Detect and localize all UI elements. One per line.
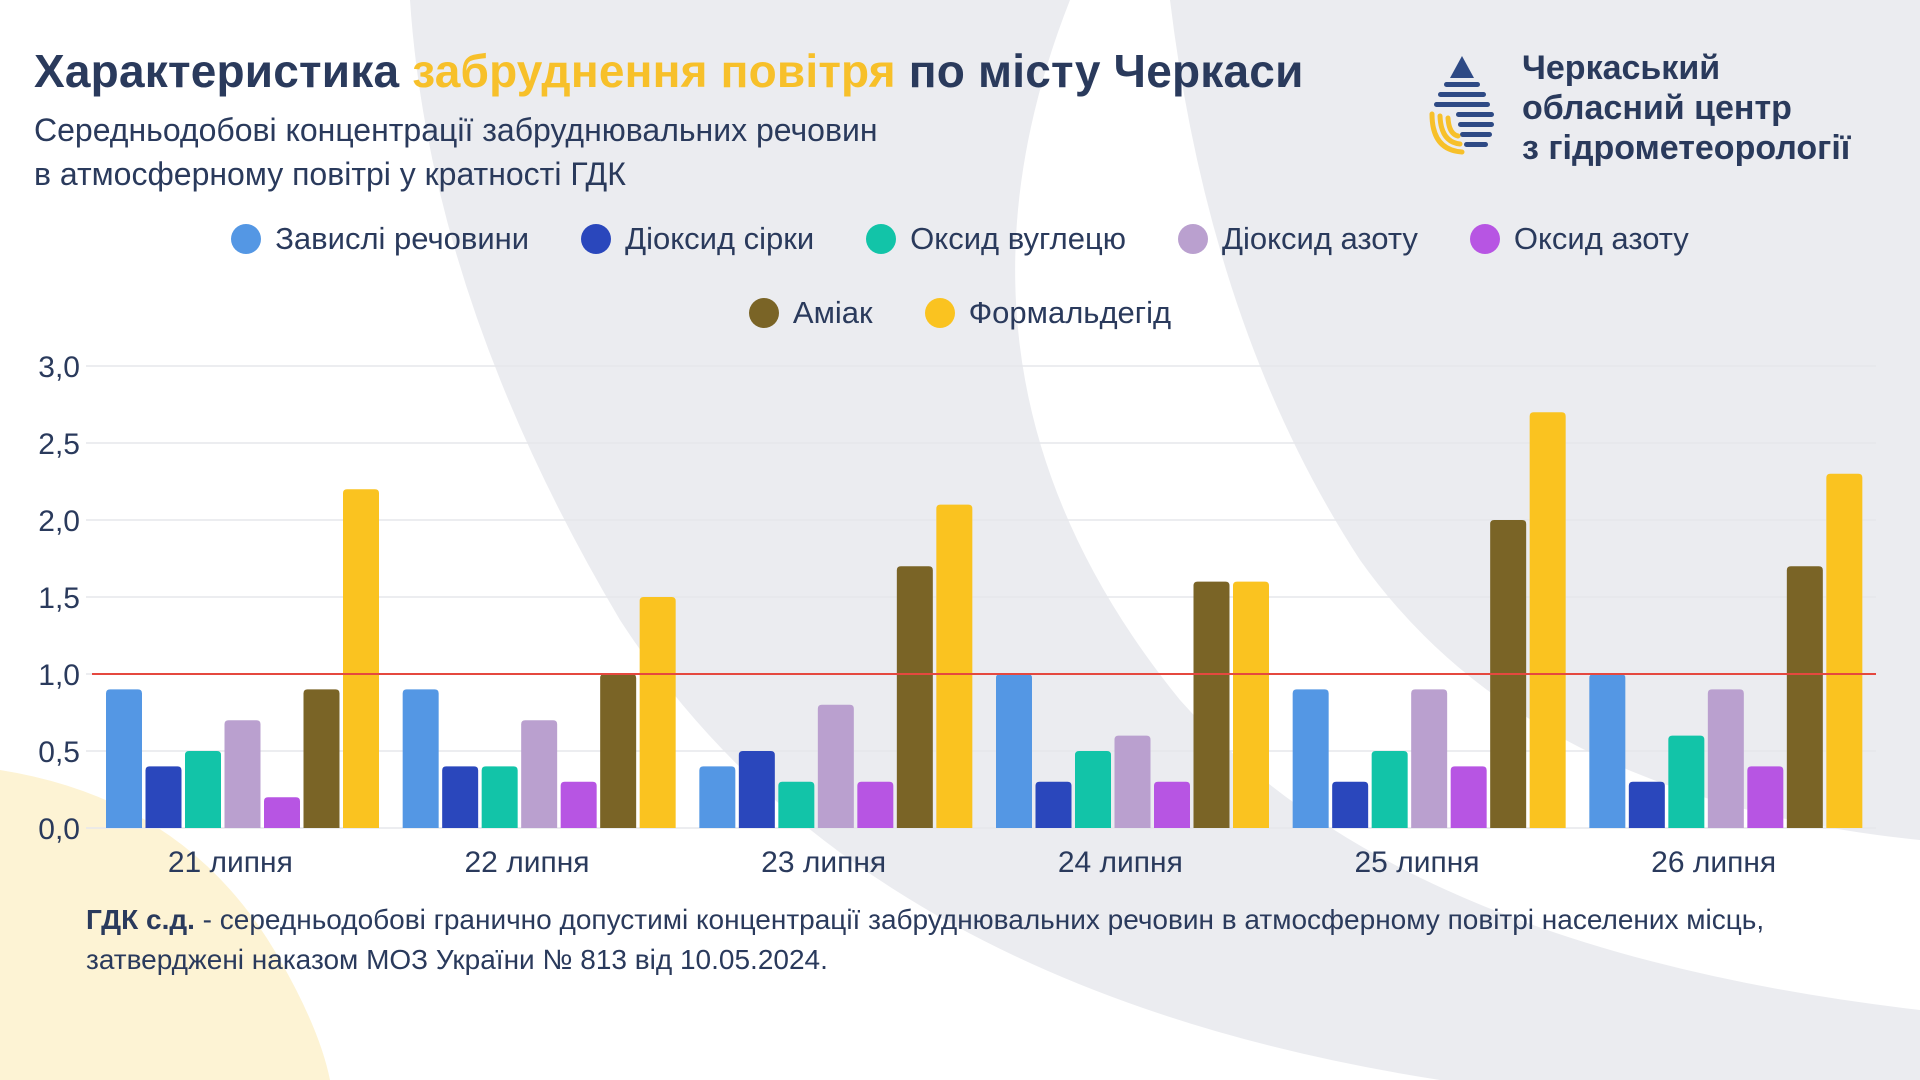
bar xyxy=(600,674,637,828)
title-part2: по місту Черкаси xyxy=(908,45,1304,97)
bar xyxy=(106,689,142,828)
background-yellow-corner xyxy=(0,770,330,1080)
page-title: Характеристика забруднення повітря по мі… xyxy=(34,44,1304,98)
legend-label: Діоксид азоту xyxy=(1221,221,1418,256)
subtitle-line2: в атмосферному повітрі у кратності ГДК xyxy=(34,156,626,192)
bar xyxy=(1035,781,1072,828)
bar xyxy=(560,781,597,828)
title-part1: Характеристика xyxy=(34,45,400,97)
bar xyxy=(1233,581,1269,828)
org-line1: Черкаський xyxy=(1522,49,1721,87)
x-tick-label: 22 липня xyxy=(464,846,589,879)
bar xyxy=(1075,751,1111,828)
legend-item: Оксид вуглецю xyxy=(866,221,1126,257)
bar xyxy=(857,781,894,828)
legend-label: Аміак xyxy=(792,295,873,330)
legend-item: Формальдегід xyxy=(924,295,1172,331)
legend-label: Діоксид сірки xyxy=(625,221,815,256)
bar xyxy=(303,689,340,828)
bar xyxy=(442,766,479,828)
legend-label: Формальдегід xyxy=(968,295,1172,330)
bar xyxy=(481,766,518,828)
x-tick-label: 21 липня xyxy=(168,846,293,879)
bar xyxy=(185,751,221,828)
page-subtitle: Середньодобові концентрації забруднюваль… xyxy=(34,108,878,196)
bar xyxy=(1332,781,1369,828)
bar xyxy=(402,689,439,828)
footnote: ГДК с.д. - середньодобові гранично допус… xyxy=(86,900,1886,980)
bar xyxy=(699,766,736,828)
legend-label: Завислі речовини xyxy=(275,221,530,256)
bar xyxy=(1628,781,1665,828)
bar xyxy=(1747,766,1784,828)
bar xyxy=(1154,781,1190,828)
y-tick-label: 0,5 xyxy=(38,736,80,769)
x-tick-label: 26 липня xyxy=(1651,846,1776,879)
org-line3: з гідрометеорології xyxy=(1522,129,1851,167)
bar xyxy=(1589,674,1626,828)
bar xyxy=(1371,751,1408,828)
legend-label: Оксид вуглецю xyxy=(910,221,1126,256)
legend-item: Завислі речовини xyxy=(231,221,529,257)
bar xyxy=(1114,735,1151,828)
title-highlight: забруднення повітря xyxy=(412,45,896,97)
bar xyxy=(996,674,1032,828)
bar xyxy=(639,597,676,828)
bar xyxy=(817,704,854,828)
legend-row-2: Аміак Формальдегід xyxy=(0,288,1920,338)
legend-item: Діоксид сірки xyxy=(581,221,814,257)
legend-dot xyxy=(1177,224,1208,254)
legend-item: Оксид азоту xyxy=(1469,221,1689,257)
y-tick-label: 1,0 xyxy=(38,659,80,692)
legend-dot xyxy=(231,224,262,254)
legend-dot xyxy=(866,224,897,254)
legend-item: Аміак xyxy=(748,295,873,331)
y-tick-label: 2,0 xyxy=(38,505,80,538)
bar xyxy=(1786,566,1823,828)
x-tick-label: 23 липня xyxy=(761,846,886,879)
bar-chart: 0,0 0,5 1,0 1,5 2,0 2,5 3,0 21 липня 22 липня 23 … xyxy=(38,351,1876,879)
legend-dot xyxy=(748,298,779,328)
legend-dot xyxy=(1469,224,1500,254)
bar xyxy=(1668,735,1705,828)
y-tick-label: 3,0 xyxy=(38,351,80,384)
bar xyxy=(1193,581,1230,828)
subtitle-line1: Середньодобові концентрації забруднюваль… xyxy=(34,112,878,148)
bar xyxy=(1292,689,1329,828)
bar xyxy=(224,720,261,828)
legend-dot xyxy=(581,224,612,254)
org-line2: обласний центр xyxy=(1522,89,1792,127)
bar xyxy=(264,797,300,828)
legend-dot xyxy=(924,298,955,328)
bar xyxy=(1450,766,1487,828)
x-tick-label: 24 липня xyxy=(1058,846,1183,879)
bar xyxy=(1826,473,1863,828)
legend-item: Діоксид азоту xyxy=(1177,221,1418,257)
y-tick-label: 1,5 xyxy=(38,582,80,615)
legend-row-1: Завислі речовини Діоксид сірки Оксид вуг… xyxy=(0,214,1920,264)
footnote-term: ГДК с.д. xyxy=(86,904,195,935)
bar xyxy=(896,566,933,828)
bar xyxy=(145,766,182,828)
bar xyxy=(778,781,815,828)
legend-label: Оксид азоту xyxy=(1513,221,1689,256)
footnote-text: - середньодобові гранично допустимі конц… xyxy=(86,904,1765,975)
chart-legend: Завислі речовини Діоксид сірки Оксид вуг… xyxy=(0,214,1920,362)
bar xyxy=(1529,412,1566,828)
x-tick-label: 25 липня xyxy=(1354,846,1479,879)
bar xyxy=(936,504,973,828)
y-tick-label: 0,0 xyxy=(38,813,80,846)
y-tick-label: 2,5 xyxy=(38,428,80,461)
organization-name: Черкаський обласний центр з гідрометеоро… xyxy=(1522,48,1850,168)
bar xyxy=(343,489,379,828)
bar xyxy=(521,720,558,828)
bar xyxy=(1707,689,1744,828)
bar xyxy=(738,751,775,828)
water-drop-logo-icon xyxy=(1429,56,1494,155)
bar xyxy=(1411,689,1448,828)
